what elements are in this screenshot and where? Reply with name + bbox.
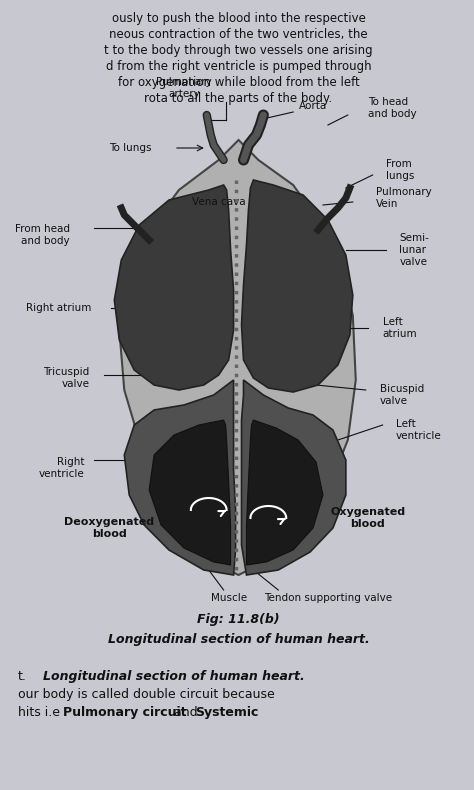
Text: Right
ventricle: Right ventricle — [39, 457, 84, 479]
Text: for oxygenation while blood from the left: for oxygenation while blood from the lef… — [118, 76, 359, 89]
Text: Deoxygenated
blood: Deoxygenated blood — [64, 517, 155, 539]
Text: Longitudinal section of human heart.: Longitudinal section of human heart. — [108, 634, 369, 646]
Text: From head
and body: From head and body — [15, 224, 70, 246]
Text: Oxygenated
blood: Oxygenated blood — [330, 507, 405, 529]
Polygon shape — [119, 140, 356, 575]
Text: From
lungs: From lungs — [385, 160, 414, 181]
Text: Pulmonary circuit: Pulmonary circuit — [63, 706, 186, 719]
Text: Left
ventricle: Left ventricle — [395, 419, 441, 441]
Text: Left
atrium: Left atrium — [383, 318, 417, 339]
Text: our body is called double circuit because: our body is called double circuit becaus… — [18, 688, 275, 701]
Text: Pulmonary
artery: Pulmonary artery — [156, 77, 212, 99]
Polygon shape — [124, 380, 236, 575]
Text: t.: t. — [18, 670, 27, 683]
Polygon shape — [242, 380, 346, 575]
Text: Tricuspid
valve: Tricuspid valve — [43, 367, 90, 389]
Text: Right atrium: Right atrium — [26, 303, 91, 313]
Text: ously to push the blood into the respective: ously to push the blood into the respect… — [111, 12, 365, 25]
Text: To head
and body: To head and body — [368, 97, 416, 118]
Text: Pulmonary
Vein: Pulmonary Vein — [375, 187, 431, 209]
Text: Bicuspid
valve: Bicuspid valve — [380, 384, 424, 406]
Text: and: and — [170, 706, 201, 719]
Text: t to the body through two vessels one arising: t to the body through two vessels one ar… — [104, 44, 373, 57]
Text: d from the right ventricle is pumped through: d from the right ventricle is pumped thr… — [106, 60, 371, 73]
Text: Aorta: Aorta — [299, 101, 327, 111]
Polygon shape — [114, 185, 234, 390]
Text: Systemic: Systemic — [195, 706, 258, 719]
Polygon shape — [242, 180, 353, 392]
Polygon shape — [246, 420, 323, 565]
Text: Longitudinal section of human heart.: Longitudinal section of human heart. — [43, 670, 305, 683]
Text: To lungs: To lungs — [109, 143, 151, 153]
Text: Tendon supporting valve: Tendon supporting valve — [264, 593, 392, 603]
Text: rota to all the parts of the body.: rota to all the parts of the body. — [145, 92, 333, 105]
Text: neous contraction of the two ventricles, the: neous contraction of the two ventricles,… — [109, 28, 368, 41]
Text: Semi-
lunar
valve: Semi- lunar valve — [400, 233, 429, 266]
Polygon shape — [149, 420, 230, 565]
Text: Fig: 11.8(b): Fig: 11.8(b) — [197, 614, 280, 626]
Text: Vena cava: Vena cava — [192, 197, 246, 207]
Text: hits i.e: hits i.e — [18, 706, 64, 719]
Text: Muscle: Muscle — [210, 593, 246, 603]
